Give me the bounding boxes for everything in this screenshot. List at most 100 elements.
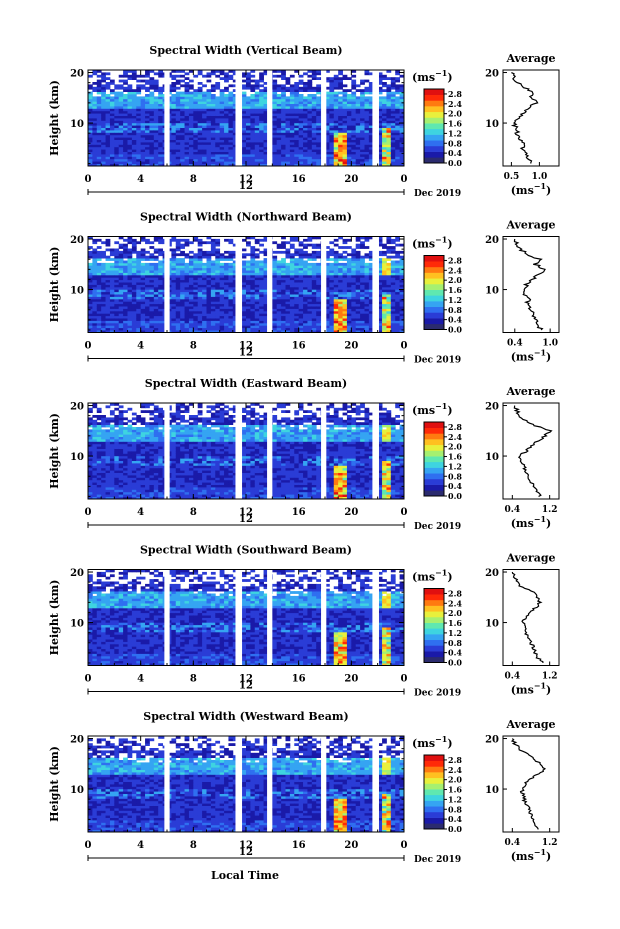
heatmap-cell [254, 255, 260, 259]
heatmap-cell [197, 298, 203, 302]
heatmap-cell [250, 113, 256, 116]
heatmap-cell [88, 98, 93, 102]
heatmap-cell [355, 250, 361, 254]
heatmap-cell [351, 118, 357, 121]
heatmap-cell [145, 82, 150, 85]
heatmap-cell [377, 74, 383, 78]
heatmap-cell [145, 325, 150, 329]
heatmap-cell [329, 110, 335, 114]
heatmap-cell [145, 320, 150, 324]
heatmap-cell [153, 137, 159, 140]
heatmap-cell [228, 127, 234, 131]
heatmap-cell [215, 243, 221, 247]
heatmap-cell [215, 289, 221, 293]
heatmap-cell [263, 315, 269, 319]
heatmap-cell [241, 308, 247, 312]
heatmap-cell [276, 243, 282, 247]
heatmap-cell [131, 313, 137, 317]
heatmap-cell [254, 248, 260, 252]
heatmap-cell [311, 262, 317, 266]
heatmap-cell [246, 262, 251, 266]
heatmap-cell [140, 270, 146, 273]
heatmap-cell [149, 274, 155, 278]
heatmap-cell [355, 320, 361, 324]
heatmap-cell [131, 243, 137, 247]
heatmap-cell [285, 134, 291, 138]
heatmap-cell [127, 236, 133, 240]
heatmap-cell [180, 284, 185, 288]
heatmap-cell [333, 144, 339, 148]
heatmap-cell [232, 98, 238, 102]
heatmap-cell [281, 161, 286, 164]
heatmap-cell [153, 303, 159, 307]
heatmap-cell [131, 327, 137, 331]
heatmap-cell [153, 130, 159, 133]
heatmap-cell [333, 120, 339, 124]
heatmap-cell [118, 110, 124, 114]
heatmap-cell [114, 318, 120, 321]
heatmap-cell [351, 301, 357, 305]
heatmap-cell [254, 113, 260, 116]
heatmap-cell [285, 146, 291, 150]
heatmap-cell [140, 330, 146, 333]
heatmap-cell [298, 161, 304, 164]
heatmap-cell [395, 86, 401, 90]
heatmap-cell [342, 308, 348, 312]
heatmap-cell [188, 154, 194, 157]
heatmap-cell [325, 79, 330, 83]
heatmap-cell [263, 284, 269, 288]
heatmap-cell [193, 122, 199, 126]
heatmap-cell [180, 274, 185, 278]
heatmap-cell [149, 137, 155, 140]
heatmap-cell [360, 139, 365, 143]
heatmap-cell [298, 110, 304, 114]
heatmap-cell [289, 137, 295, 140]
heatmap-cell [250, 272, 256, 276]
heatmap-cell [303, 310, 308, 314]
heatmap-cell [368, 122, 374, 126]
heatmap-cell [210, 306, 216, 309]
heatmap-cell [259, 94, 264, 97]
heatmap-cell [289, 277, 295, 281]
heatmap-cell [351, 142, 357, 145]
heatmap-cell [395, 101, 401, 104]
heatmap-cell [127, 154, 133, 157]
heatmap-cell [193, 161, 199, 164]
heatmap-cell [202, 325, 207, 329]
heatmap-cell [210, 110, 216, 114]
heatmap-cell [377, 161, 383, 164]
heatmap-cell [92, 291, 98, 295]
heatmap-cell [114, 156, 120, 160]
heatmap-cell [232, 313, 238, 317]
heatmap-cell [184, 144, 190, 148]
heatmap-cell [325, 103, 330, 107]
heatmap-cell [289, 108, 295, 112]
heatmap-cell [184, 286, 190, 290]
heatmap-cell [145, 318, 150, 321]
heatmap-cell [188, 110, 194, 114]
heatmap-cell [395, 130, 401, 133]
heatmap-cell [325, 118, 330, 121]
heatmap-cell [246, 108, 251, 112]
heatmap-cell [298, 158, 304, 162]
heatmap-cell [360, 125, 365, 128]
heatmap-cell [360, 158, 365, 162]
heatmap-cell [263, 282, 269, 285]
heatmap-cell [241, 315, 247, 319]
heatmap-cell [333, 318, 339, 321]
heatmap-cell [232, 243, 238, 247]
heatmap-cell [184, 163, 190, 167]
heatmap-cell [294, 236, 300, 240]
heatmap-cell [355, 122, 361, 126]
heatmap-cell [351, 134, 357, 138]
heatmap-cell [224, 262, 229, 266]
heatmap-cell [202, 120, 207, 124]
heatmap-cell [311, 310, 317, 314]
heatmap-cell [351, 294, 357, 297]
heatmap-cell [184, 320, 190, 324]
heatmap-cell [92, 142, 98, 145]
heatmap-cell [109, 132, 115, 136]
heatmap-cell [180, 146, 185, 150]
heatmap-cell [210, 238, 216, 242]
heatmap-cell [114, 130, 120, 133]
